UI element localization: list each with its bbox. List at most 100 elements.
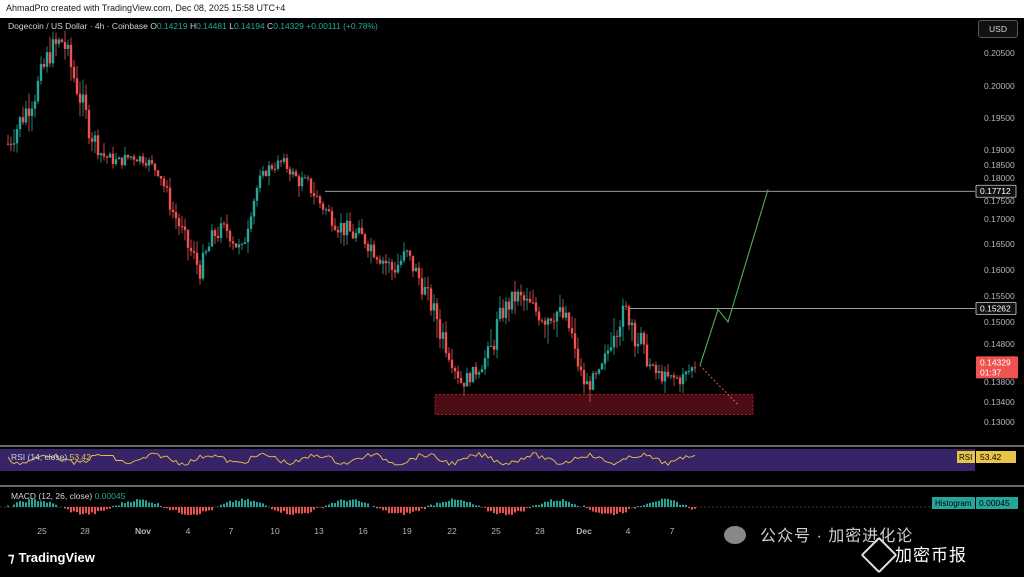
macd-histogram-bar [571, 503, 573, 507]
candle-body [258, 175, 262, 189]
candle-body [627, 306, 631, 326]
macd-histogram-bar [646, 503, 648, 507]
price-tick-label: 0.14800 [984, 339, 1015, 349]
candle-body [522, 295, 526, 301]
candle-body [504, 301, 508, 318]
macd-histogram-bar [640, 506, 642, 507]
candle-body [237, 244, 241, 248]
macd-histogram-bar [250, 501, 252, 507]
candle-body [573, 333, 577, 349]
macd-histogram-bar [55, 504, 57, 507]
candle-body [549, 318, 553, 321]
macd-histogram-bar [271, 507, 273, 510]
candle-body [117, 157, 121, 160]
candle-body [612, 335, 616, 348]
candle-body [513, 291, 517, 302]
candle-body [339, 222, 343, 233]
macd-histogram-bar [595, 507, 597, 513]
macd-histogram-bar [112, 505, 114, 507]
price-tick-label: 0.16000 [984, 265, 1015, 275]
candle-body [255, 188, 259, 201]
candle-body [492, 345, 496, 350]
macd-histogram-bar [625, 507, 627, 513]
macd-histogram-bar [661, 498, 663, 507]
macd-histogram-bar [127, 501, 129, 507]
candle-body [303, 177, 307, 179]
candle-body [213, 230, 217, 236]
macd-histogram-bar [664, 498, 666, 507]
macd-histogram-bar [511, 507, 513, 515]
macd-histogram-bar [463, 500, 465, 507]
macd-histogram-bar [670, 500, 672, 507]
candle-body [441, 332, 445, 339]
candle-body [66, 44, 70, 49]
histogram-value: 0.00045 [979, 498, 1010, 508]
candle-body [285, 158, 289, 169]
time-tick-label: 22 [447, 526, 457, 536]
macd-histogram-bar [97, 507, 99, 512]
candle-body [135, 159, 139, 162]
candle-body [147, 160, 151, 166]
macd-histogram-bar [256, 501, 258, 507]
candle-body [336, 229, 340, 233]
candle-body [495, 319, 499, 350]
tradingview-logo[interactable]: ⁊ TradingView [8, 550, 95, 566]
macd-histogram-bar [373, 505, 375, 507]
macd-histogram-bar [148, 502, 150, 507]
macd-histogram-bar [691, 507, 693, 510]
candle-body [609, 347, 613, 351]
macd-histogram-bar [397, 507, 399, 514]
candle-body [519, 291, 523, 296]
price-tick-label: 0.19500 [984, 113, 1015, 123]
candle-body [42, 63, 46, 67]
candle-body [156, 170, 160, 177]
candle-body [219, 223, 223, 238]
candle-body [168, 187, 172, 210]
macd-histogram-bar [52, 503, 54, 507]
candle-body [375, 257, 379, 260]
candle-body [438, 319, 442, 339]
candle-body [465, 373, 469, 387]
macd-histogram-bar [181, 507, 183, 515]
close-label: C [267, 21, 274, 31]
macd-histogram-bar [430, 504, 432, 507]
candle-body [516, 291, 520, 302]
macd-histogram-bar [106, 507, 108, 510]
candle-body [114, 159, 118, 164]
candle-body [462, 382, 466, 387]
candle-body [141, 156, 145, 164]
candle-body [672, 375, 676, 378]
rsi-line [7, 451, 696, 466]
macd-histogram-bar [418, 507, 420, 512]
macd-histogram-bar [409, 507, 411, 514]
macd-histogram-bar [439, 503, 441, 507]
macd-histogram-bar [568, 501, 570, 507]
candle-body [201, 252, 205, 279]
candle-body [444, 332, 448, 354]
candle-body [645, 344, 649, 367]
currency-button[interactable]: USD [978, 20, 1018, 38]
macd-legend: MACD (12, 26, close) 0.00045 [11, 491, 125, 501]
change-value: +0.00111 (+0.78%) [306, 21, 378, 31]
candle-body [87, 109, 91, 139]
macd-histogram-bar [196, 507, 198, 515]
candle-body [393, 269, 397, 273]
candle-body [399, 260, 403, 265]
candle-body [414, 267, 418, 272]
macd-histogram-bar [247, 498, 249, 507]
macd-histogram-bar [340, 499, 342, 507]
macd-histogram-bar [190, 507, 192, 515]
candle-body [675, 377, 679, 379]
macd-histogram-bar [535, 504, 537, 507]
macd-histogram-bar [133, 501, 135, 507]
candle-body [621, 305, 625, 327]
candle-body [129, 156, 133, 158]
time-axis: 25 28 Nov 4 7 10 13 16 19 22 25 28 Dec 4 7 [37, 526, 674, 536]
credit-text: AhmadPro created with TradingView.com, D… [6, 3, 286, 13]
macd-histogram-bar [667, 498, 669, 507]
candle-body [447, 353, 451, 360]
rsi-pane: RSI 53.42 [0, 449, 1016, 471]
candle-body [633, 322, 637, 347]
macd-histogram-bar [415, 507, 417, 511]
